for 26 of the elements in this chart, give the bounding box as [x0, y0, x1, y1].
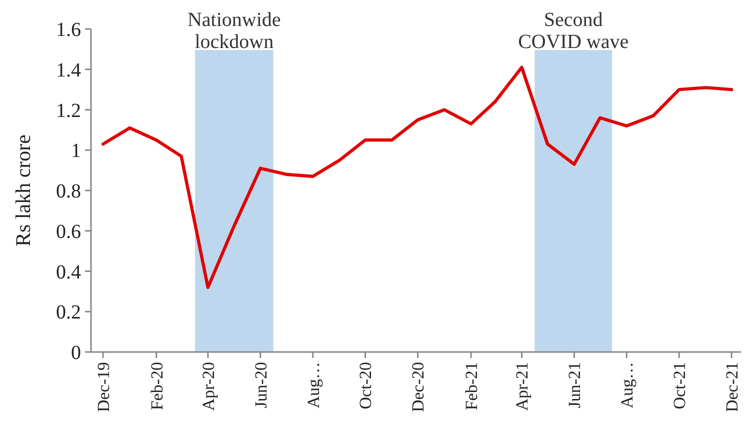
x-tick-label: Feb-20: [147, 362, 166, 410]
x-tick-label: Dec-21: [722, 362, 742, 412]
x-tick-label: Apr-21: [512, 362, 532, 411]
x-tick-label: Jun-21: [565, 362, 584, 408]
band-label: Nationwide lockdown: [188, 9, 281, 53]
x-tick-label: Oct-21: [670, 362, 690, 410]
y-tick-label: 0.2: [56, 302, 81, 324]
y-tick-label: 0.6: [56, 220, 81, 243]
x-tick-label: Dec-19: [94, 362, 113, 412]
y-tick-label: 1.2: [56, 100, 81, 122]
x-tick-label: Jun-20: [251, 362, 270, 408]
line-series: [101, 66, 734, 289]
x-tick-label: Apr-20: [198, 362, 218, 411]
y-tick-label: 1: [71, 140, 81, 162]
y-axis-title: Rs lakh crore: [11, 134, 35, 246]
x-tick-label: Feb-21: [462, 362, 481, 410]
x-tick-label: Aug…: [618, 362, 637, 408]
x-tick-label: Dec-20: [408, 362, 428, 412]
y-tick-label: 0.4: [56, 261, 81, 284]
y-tick-label: 1.6: [56, 19, 81, 41]
band-label: Second COVID wave: [518, 9, 629, 53]
y-tick-label: 0: [71, 342, 81, 364]
x-tick-label: Aug…: [304, 362, 323, 408]
x-tick-label: Oct-20: [356, 362, 376, 410]
y-tick-label: 0.8: [56, 180, 81, 202]
y-tick-label: 1.4: [56, 59, 81, 82]
